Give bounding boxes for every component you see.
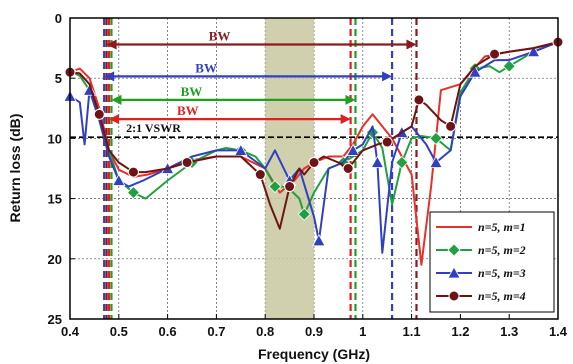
circle-marker bbox=[254, 169, 266, 181]
diamond-marker bbox=[447, 243, 461, 257]
x-tick-label: 0.5 bbox=[110, 324, 128, 339]
y-tick-label: 0 bbox=[55, 11, 62, 26]
triangle-marker bbox=[447, 266, 461, 279]
diamond-marker bbox=[126, 186, 141, 200]
bandwidth-label: BW bbox=[181, 84, 203, 99]
series-layer bbox=[63, 36, 564, 266]
circle-marker bbox=[342, 163, 354, 174]
y-tick-label: 15 bbox=[48, 192, 62, 207]
legend: n=5, m=1 n=5, m=2 n=5, m=3 n=5, m=4 bbox=[429, 211, 555, 313]
bandwidth-label: BW bbox=[195, 60, 217, 75]
x-tick-label: 0.7 bbox=[207, 324, 225, 339]
diamond-marker bbox=[268, 179, 282, 194]
x-tick-label: 1.1 bbox=[403, 324, 421, 339]
circle-marker bbox=[448, 290, 460, 302]
bandwidth-arrow-head-left bbox=[109, 114, 120, 125]
y-axis-title: Return loss (dB) bbox=[7, 114, 23, 223]
legend-entry: n=5, m=4 bbox=[478, 289, 526, 303]
bandwidth-arrow-head-right bbox=[345, 94, 356, 105]
x-tick-label: 0.4 bbox=[61, 324, 80, 339]
vswr-reference-layer: 2:1 VSWR bbox=[70, 121, 558, 138]
shaded-band-layer bbox=[265, 18, 314, 319]
bandwidth-arrow-head-right bbox=[340, 114, 351, 125]
circle-marker bbox=[284, 181, 296, 193]
diamond-marker bbox=[429, 131, 443, 145]
x-tick-label: 0.8 bbox=[256, 324, 274, 339]
bandwidth-label: BW bbox=[209, 28, 231, 43]
y-tick-label: 20 bbox=[48, 252, 62, 267]
x-tick-label: 1.3 bbox=[500, 324, 518, 339]
bandwidth-arrow-head-right bbox=[382, 71, 393, 82]
x-tick-label: 1.4 bbox=[549, 324, 568, 339]
shaded-band bbox=[265, 18, 314, 319]
legend-entry: n=5, m=3 bbox=[478, 266, 526, 280]
circle-marker bbox=[381, 136, 393, 148]
circle-marker bbox=[445, 120, 457, 132]
triangle-marker bbox=[112, 173, 126, 186]
legend-entry: n=5, m=1 bbox=[478, 220, 526, 234]
x-tick-label: 0.6 bbox=[159, 324, 177, 339]
x-tick-label: 0.9 bbox=[305, 324, 323, 339]
bandwidth-arrow-head-left bbox=[106, 39, 117, 50]
diamond-marker bbox=[297, 207, 311, 221]
legend-entry: n=5, m=2 bbox=[478, 243, 526, 257]
triangle-marker bbox=[429, 155, 443, 168]
circle-marker bbox=[308, 156, 320, 168]
bandwidth-arrow-head-right bbox=[406, 39, 417, 50]
x-axis-title: Frequency (GHz) bbox=[258, 346, 370, 362]
circle-marker bbox=[413, 94, 425, 106]
circle-marker bbox=[181, 156, 193, 168]
vswr-reference-label: 2:1 VSWR bbox=[126, 121, 181, 135]
circle-marker bbox=[93, 108, 105, 120]
triangle-marker bbox=[370, 155, 385, 168]
triangle-marker bbox=[468, 65, 482, 78]
diamond-marker bbox=[502, 59, 516, 73]
x-tick-label: 1 bbox=[359, 324, 366, 339]
bandwidth-arrows: BW BW BW BW bbox=[104, 28, 417, 125]
circle-marker bbox=[127, 166, 139, 178]
circle-marker bbox=[489, 48, 501, 60]
triangle-marker bbox=[312, 233, 326, 247]
y-tick-label: 5 bbox=[55, 71, 62, 86]
triangle-marker bbox=[346, 143, 360, 156]
diamond-marker bbox=[395, 155, 409, 170]
y-tick-label: 10 bbox=[48, 131, 62, 146]
triangle-marker bbox=[234, 143, 248, 156]
bandwidth-vertical-lines bbox=[103, 18, 418, 319]
y-tick-label: 25 bbox=[48, 312, 62, 327]
x-tick-label: 1.2 bbox=[451, 324, 469, 339]
tick-layer: 0.4 0.5 0.6 0.7 0.8 0.9 1 1.1 1.2 1.3 1.4 0 5 10 15 20 2… bbox=[48, 11, 568, 339]
bandwidth-arrow-head-left bbox=[111, 94, 122, 105]
bandwidth-label: BW bbox=[177, 103, 199, 118]
bandwidth-arrow-head-left bbox=[104, 71, 115, 82]
triangle-marker bbox=[526, 44, 541, 58]
